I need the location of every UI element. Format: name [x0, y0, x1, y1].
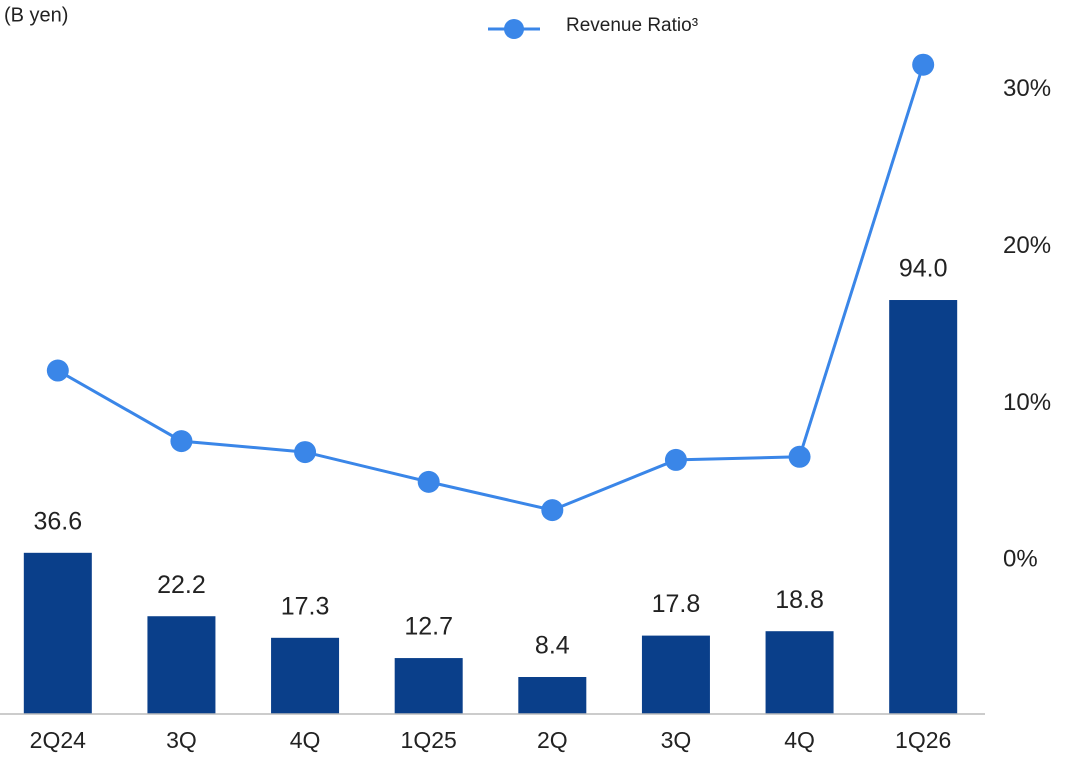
- line-marker: [417, 470, 440, 493]
- line-marker: [170, 430, 193, 453]
- x-tick-label: 4Q: [290, 727, 321, 753]
- data-label: 18.8: [775, 586, 824, 614]
- line-marker: [294, 441, 317, 464]
- data-label: 17.8: [652, 590, 701, 618]
- data-label: 12.7: [404, 613, 453, 641]
- line-marker: [788, 445, 811, 468]
- line-marker: [541, 499, 564, 522]
- line: [57, 64, 925, 512]
- x-tick-label: 2Q24: [30, 727, 86, 753]
- bar: [271, 637, 340, 714]
- bar: [394, 658, 463, 714]
- y-axis-label: (B yen): [4, 4, 68, 26]
- line-marker: [912, 53, 935, 76]
- bar: [147, 616, 216, 714]
- x-tick-label: 4Q: [784, 727, 815, 753]
- y2-tick-label: 30%: [1003, 75, 1051, 102]
- y2-tick-label: 20%: [1003, 232, 1051, 259]
- x-tick-label: 1Q25: [401, 727, 457, 753]
- bar: [518, 677, 587, 714]
- bar: [23, 552, 92, 714]
- legend-marker: [504, 19, 524, 39]
- x-tick-label: 3Q: [661, 727, 692, 753]
- bar: [889, 300, 958, 714]
- data-label: 8.4: [535, 632, 570, 660]
- y2-tick-label: 0%: [1003, 546, 1038, 573]
- legend-label: Revenue Ratio³: [566, 15, 698, 36]
- data-label: 17.3: [281, 592, 330, 620]
- x-tick-label: 3Q: [166, 727, 197, 753]
- bar: [641, 635, 710, 714]
- line-marker: [46, 359, 69, 382]
- data-label: 94.0: [899, 255, 948, 283]
- x-tick-label: 2Q: [537, 727, 568, 753]
- bar: [765, 631, 834, 714]
- x-tick-label: 1Q26: [895, 727, 951, 753]
- data-label: 36.6: [33, 507, 82, 535]
- y2-tick-label: 10%: [1003, 389, 1051, 416]
- line-marker: [664, 448, 687, 471]
- data-label: 22.2: [157, 571, 206, 599]
